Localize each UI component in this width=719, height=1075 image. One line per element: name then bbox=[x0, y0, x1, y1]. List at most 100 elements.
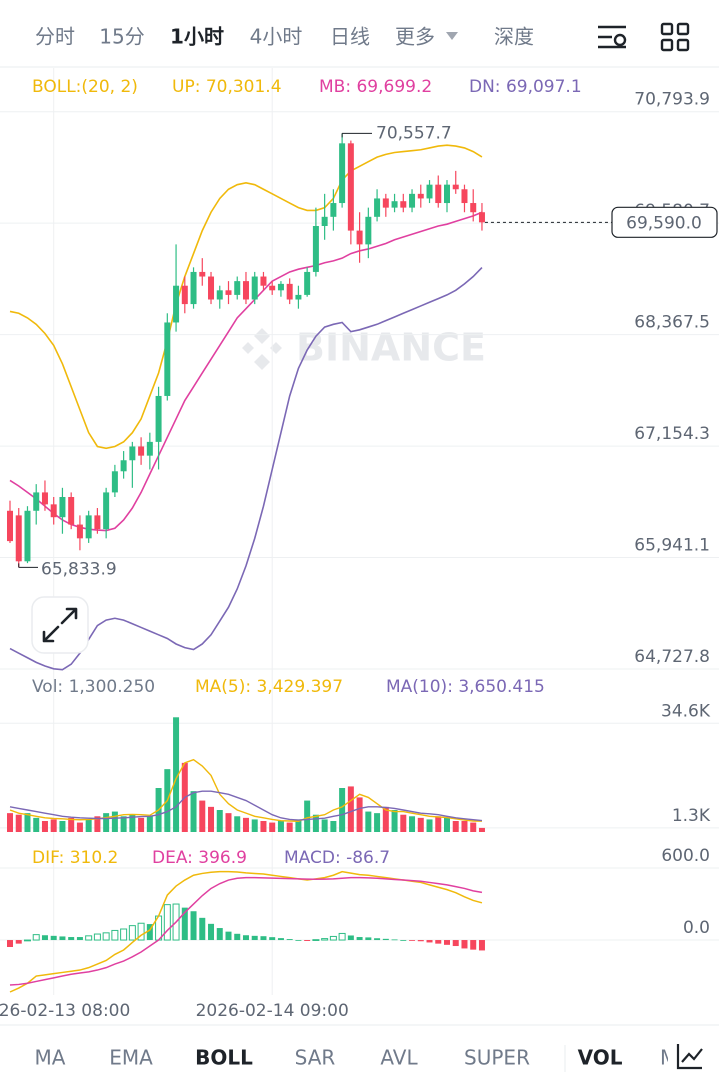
candle-body bbox=[173, 285, 180, 323]
macd-bar bbox=[111, 929, 119, 941]
last-price-box bbox=[611, 206, 718, 238]
macd-bar bbox=[76, 937, 83, 941]
macd-bar bbox=[478, 940, 485, 951]
macd-bar bbox=[59, 936, 66, 941]
candle-body bbox=[41, 492, 48, 505]
candle-body bbox=[85, 515, 92, 539]
macd-bar bbox=[452, 940, 459, 947]
macd-bar bbox=[269, 937, 276, 941]
candle-body bbox=[444, 184, 450, 204]
settings-icon[interactable] bbox=[598, 25, 627, 49]
volume-bar bbox=[347, 786, 354, 832]
macd-bar bbox=[208, 923, 215, 941]
interval-tab[interactable]: 更多 bbox=[395, 25, 435, 49]
macd-bar bbox=[470, 940, 477, 950]
watermark: BINANCE bbox=[242, 326, 486, 370]
candle-body bbox=[234, 281, 241, 295]
volume-bar bbox=[24, 813, 31, 832]
volume-bar bbox=[208, 806, 215, 832]
macd-bar bbox=[41, 935, 48, 941]
volume-bar bbox=[68, 817, 75, 832]
indicator-tab[interactable]: AVL bbox=[380, 1046, 418, 1070]
interval-tab[interactable]: 日线 bbox=[330, 25, 370, 49]
high-label: 70,557.7 bbox=[376, 123, 452, 143]
y-tick-label: 600.0 bbox=[661, 846, 710, 866]
candle-body bbox=[277, 283, 284, 291]
macd-bar bbox=[391, 939, 398, 941]
candle-body bbox=[33, 492, 40, 511]
y-tick-label: 0.0 bbox=[683, 918, 710, 938]
macd-bar bbox=[329, 935, 337, 941]
indicator-tab[interactable]: MA bbox=[35, 1046, 66, 1070]
indicator-settings-icon[interactable] bbox=[676, 1044, 703, 1070]
macd-bar bbox=[234, 933, 241, 941]
candle-body bbox=[417, 193, 424, 199]
legend-entry: UP: 70,301.4 bbox=[172, 77, 282, 97]
interval-tab[interactable]: 分时 bbox=[35, 25, 75, 49]
macd-bar bbox=[15, 940, 22, 944]
volume-bar bbox=[339, 788, 346, 832]
interval-tab[interactable]: 4小时 bbox=[250, 25, 303, 49]
volume-bar bbox=[391, 810, 398, 832]
indicator-tab[interactable]: BOLL bbox=[195, 1046, 253, 1070]
expand-button[interactable] bbox=[31, 596, 89, 654]
volume-bar bbox=[269, 822, 276, 832]
candle-body bbox=[426, 184, 433, 199]
candle-body bbox=[120, 460, 127, 472]
y-tick-label: 70,793.9 bbox=[634, 90, 710, 110]
legend-entry: BOLL:(20, 2) bbox=[32, 77, 138, 97]
legend-entry: MA(10): 3,650.415 bbox=[386, 677, 545, 697]
macd-bar bbox=[251, 935, 258, 941]
volume-bar bbox=[199, 800, 206, 832]
volume-bar bbox=[7, 813, 13, 832]
candle-body bbox=[435, 184, 442, 204]
candle-body bbox=[138, 446, 145, 456]
candle-body bbox=[409, 193, 416, 208]
macd-bar bbox=[199, 917, 206, 941]
layout-icon[interactable] bbox=[660, 22, 690, 52]
volume-bar bbox=[400, 814, 407, 832]
macd-bar bbox=[102, 932, 110, 941]
candle-body bbox=[321, 216, 328, 227]
interval-tab[interactable]: 15分 bbox=[99, 25, 144, 49]
candle-body bbox=[164, 322, 171, 396]
candle-body bbox=[242, 281, 249, 300]
volume-bar bbox=[260, 821, 267, 832]
interval-tab[interactable]: 深度 bbox=[494, 25, 534, 49]
x-tick-label: 2026-02-14 09:00 bbox=[196, 1001, 349, 1021]
macd-bar bbox=[347, 935, 354, 941]
macd-bar bbox=[128, 925, 136, 941]
candle-body bbox=[347, 143, 354, 231]
indicator-tab[interactable]: SUPER bbox=[464, 1046, 530, 1070]
candle-body bbox=[400, 201, 407, 208]
volume-bar bbox=[15, 814, 22, 832]
macd-bar bbox=[312, 939, 320, 941]
macd-bar bbox=[242, 935, 249, 941]
volume-bar bbox=[85, 819, 92, 832]
legend-entry: Vol: 1,300.250 bbox=[32, 677, 155, 697]
candle-body bbox=[260, 276, 267, 286]
volume-bar bbox=[146, 816, 153, 832]
volume-bar bbox=[277, 821, 284, 832]
candle-body bbox=[356, 230, 363, 245]
macd-bar bbox=[23, 939, 31, 942]
macd-bar bbox=[365, 937, 372, 941]
candle-body bbox=[216, 290, 223, 300]
interval-tab[interactable]: 1小时 bbox=[170, 25, 224, 49]
legend-entry: MACD: -86.7 bbox=[284, 848, 390, 868]
indicator-tab[interactable]: VOL bbox=[578, 1046, 623, 1070]
volume-bar bbox=[129, 814, 136, 832]
volume-bar bbox=[33, 817, 40, 832]
indicator-tab[interactable]: SAR bbox=[295, 1046, 336, 1070]
macd-bar bbox=[295, 940, 302, 941]
indicator-tab[interactable]: EMA bbox=[109, 1046, 153, 1070]
candle-body bbox=[286, 283, 293, 300]
legend-entry: MB: 69,699.2 bbox=[319, 77, 432, 97]
candle-body bbox=[94, 515, 101, 530]
y-tick-label: 1.3K bbox=[672, 806, 711, 826]
volume-bar bbox=[138, 817, 145, 832]
macd-bar bbox=[260, 936, 267, 941]
volume-bar bbox=[321, 819, 328, 832]
